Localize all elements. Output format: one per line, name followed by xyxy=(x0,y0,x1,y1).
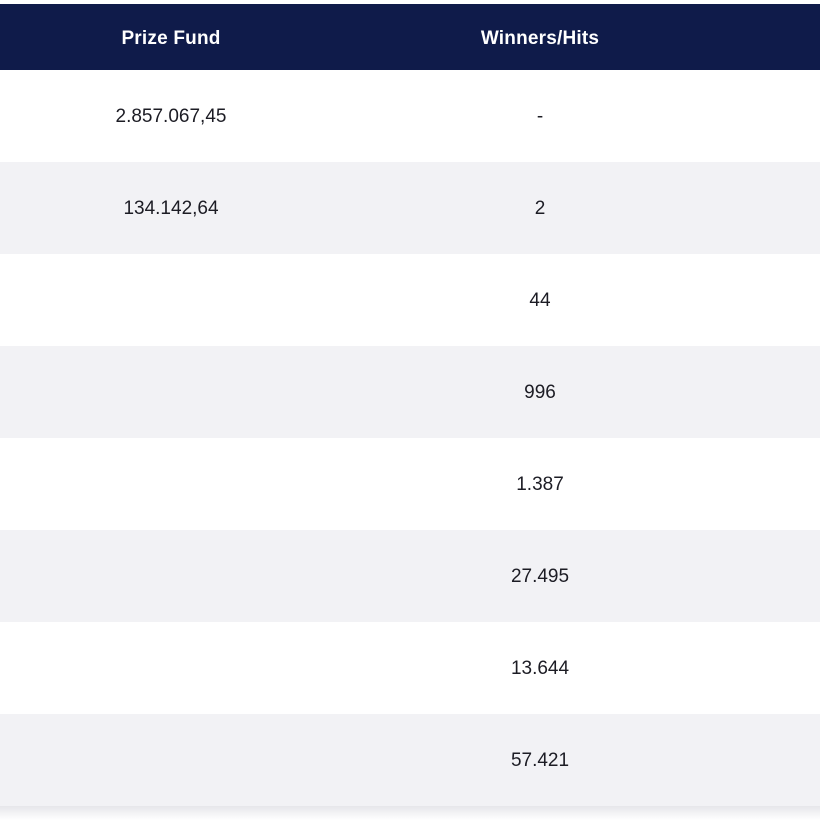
prize-fund-cell xyxy=(70,530,272,622)
table-row: 13.644 xyxy=(0,622,820,714)
table-body: 2.857.067,45 - 134.142,64 2 44 996 1.387… xyxy=(0,70,820,806)
prize-fund-cell: 134.142,64 xyxy=(123,198,219,219)
table-row: 57.421 xyxy=(0,714,820,806)
prize-fund-cell xyxy=(70,346,272,438)
table-bottom-edge xyxy=(0,806,820,820)
winners-hits-cell: 57.421 xyxy=(510,750,570,771)
winners-hits-cell: 13.644 xyxy=(510,658,570,679)
winners-hits-cell: 2 xyxy=(534,198,546,219)
table-row: 2.857.067,45 - xyxy=(0,70,820,162)
header-winners-hits: Winners/Hits xyxy=(480,28,600,49)
winners-hits-cell: 996 xyxy=(524,382,556,403)
winners-hits-cell: 1.387 xyxy=(516,474,564,495)
winners-hits-cell: 27.495 xyxy=(510,566,570,587)
prize-fund-cell xyxy=(70,438,272,530)
winners-hits-cell: - xyxy=(536,106,544,127)
prize-fund-cell xyxy=(70,714,272,806)
prize-fund-cell: 2.857.067,45 xyxy=(115,106,227,127)
table-row: 27.495 xyxy=(0,530,820,622)
table-row: 1.387 xyxy=(0,438,820,530)
table-row: 996 xyxy=(0,346,820,438)
prize-fund-cell xyxy=(70,622,272,714)
header-prize-fund: Prize Fund xyxy=(121,28,221,49)
table-header: Prize Fund Winners/Hits xyxy=(0,4,820,70)
prize-fund-cell xyxy=(70,254,272,346)
table-row: 44 xyxy=(0,254,820,346)
winners-hits-cell: 44 xyxy=(529,290,551,311)
table-row: 134.142,64 2 xyxy=(0,162,820,254)
